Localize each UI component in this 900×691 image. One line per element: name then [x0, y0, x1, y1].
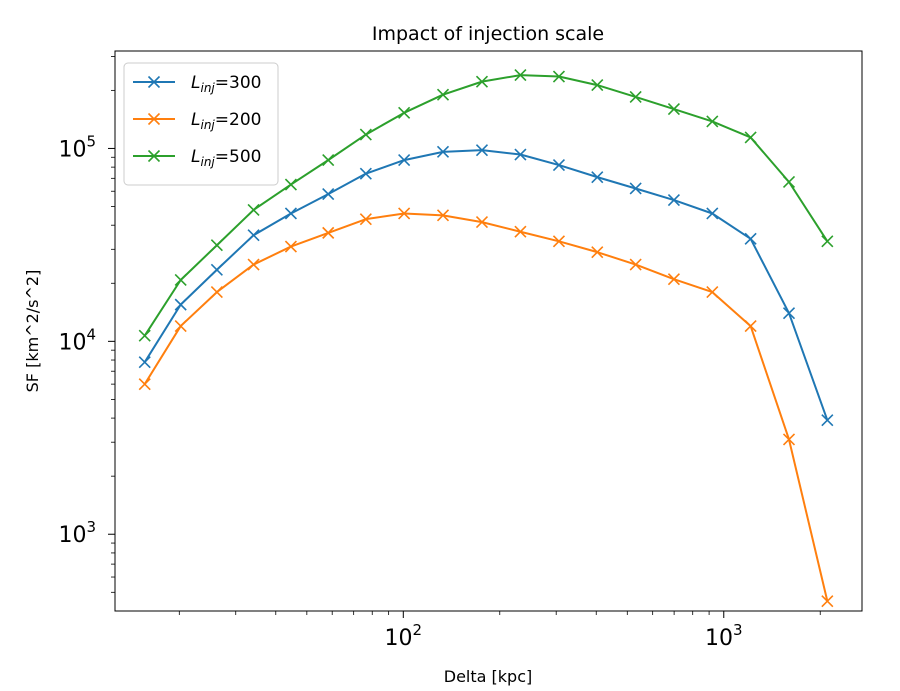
- data-point: [821, 414, 834, 427]
- series-2: [138, 69, 834, 342]
- y-tick-label: 103: [58, 518, 96, 548]
- data-point: [552, 235, 566, 248]
- data-point: [247, 203, 260, 216]
- data-point: [174, 320, 187, 333]
- axis-ticks: 102 103 103 104 105: [58, 56, 821, 651]
- series-1: [138, 207, 834, 608]
- legend-item-0: Linj=300: [133, 73, 261, 95]
- legend-label: Linj=500: [191, 147, 261, 169]
- legend-marker: [147, 149, 161, 163]
- data-point: [138, 356, 151, 369]
- data-point: [591, 246, 604, 259]
- data-point: [821, 235, 834, 248]
- data-point: [398, 207, 411, 220]
- data-point: [210, 263, 223, 276]
- data-point: [667, 273, 680, 286]
- x-axis-label: Delta [kpc]: [444, 667, 532, 686]
- series-line-1: [143, 212, 829, 602]
- data-point: [782, 433, 796, 446]
- data-point: [284, 240, 297, 253]
- data-point: [436, 209, 450, 222]
- data-point: [436, 88, 450, 101]
- legend-marker: [147, 75, 161, 89]
- data-point: [667, 103, 680, 116]
- data-point: [667, 193, 680, 207]
- data-point: [359, 167, 372, 180]
- plot-area-frame: [114, 50, 863, 612]
- data-point: [591, 79, 604, 92]
- data-point: [744, 232, 757, 245]
- data-point: [138, 329, 151, 342]
- data-point: [174, 298, 187, 311]
- legend-item-2: Linj=500: [133, 147, 261, 169]
- data-point: [475, 144, 489, 157]
- data-point: [552, 159, 566, 172]
- legend-label: Linj=200: [191, 110, 261, 132]
- data-point: [359, 213, 372, 226]
- data-point: [744, 131, 757, 144]
- data-point: [706, 286, 719, 299]
- data-point: [322, 188, 335, 201]
- data-point: [247, 258, 260, 271]
- data-point: [284, 207, 297, 220]
- data-point: [322, 226, 335, 239]
- series-line-0: [143, 149, 829, 421]
- data-point: [210, 286, 223, 299]
- plot-series: [138, 69, 834, 608]
- data-point: [629, 258, 642, 271]
- data-point: [629, 90, 642, 103]
- data-point: [436, 145, 450, 158]
- x-tick-label: 102: [385, 621, 423, 651]
- legend-box: [123, 62, 279, 186]
- x-tick-label: 103: [705, 621, 743, 651]
- data-point: [706, 207, 719, 220]
- data-point: [782, 175, 796, 189]
- data-point: [138, 378, 151, 391]
- legend-item-1: Linj=200: [133, 110, 261, 132]
- data-point: [514, 148, 527, 161]
- data-point: [591, 171, 604, 184]
- series-0: [138, 144, 834, 427]
- data-point: [514, 225, 527, 238]
- data-point: [210, 239, 223, 252]
- y-tick-label: 105: [58, 132, 96, 162]
- y-axis-label: SF [km^2/s^2]: [23, 270, 42, 393]
- data-point: [398, 106, 411, 119]
- data-point: [247, 229, 260, 242]
- data-point: [821, 595, 834, 608]
- data-point: [475, 216, 489, 229]
- data-point: [475, 75, 489, 88]
- legend-marker: [147, 112, 161, 126]
- data-point: [322, 154, 335, 167]
- data-point: [284, 178, 297, 191]
- data-point: [744, 320, 757, 333]
- data-point: [359, 128, 372, 141]
- data-point: [174, 273, 187, 287]
- data-point: [629, 182, 642, 195]
- data-point: [398, 154, 411, 167]
- data-point: [514, 69, 527, 82]
- legend-label: Linj=300: [191, 73, 261, 95]
- data-point: [552, 70, 566, 83]
- data-point: [706, 115, 719, 128]
- chart-title: Impact of injection scale: [372, 23, 604, 45]
- data-point: [782, 307, 796, 320]
- y-tick-label: 104: [58, 325, 96, 355]
- legend: Linj=300 Linj=200 Linj=500: [123, 62, 279, 186]
